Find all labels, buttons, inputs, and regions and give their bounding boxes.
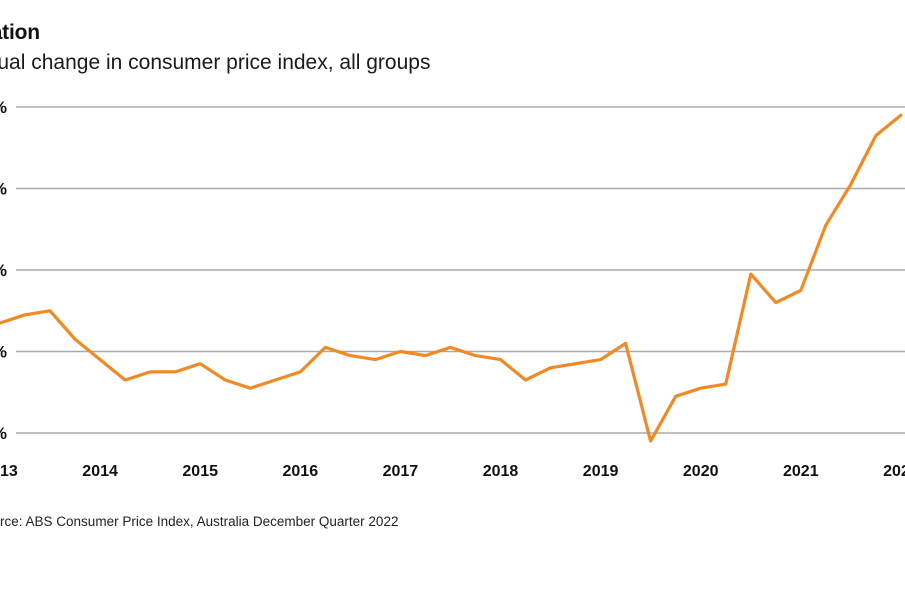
- x-axis-labels: 2013 2014 2015 2016 2017 2018 2019 2020 2021 2022: [0, 463, 905, 480]
- x-tick-label: 2015: [182, 463, 218, 480]
- data-point: [574, 362, 578, 366]
- chart-subtitle: Annual change in consumer price index, a…: [0, 51, 431, 74]
- y-tick-label: 2%: [0, 343, 7, 362]
- data-point: [674, 394, 678, 398]
- data-point: [423, 354, 427, 358]
- data-point: [824, 223, 828, 227]
- data-point: [398, 350, 402, 354]
- data-point: [23, 313, 27, 317]
- data-point: [298, 370, 302, 374]
- data-point: [624, 341, 628, 345]
- x-tick-label: 2016: [283, 463, 319, 480]
- data-point: [48, 309, 52, 313]
- data-point: [198, 362, 202, 366]
- data-point: [173, 370, 177, 374]
- data-point: [248, 386, 252, 390]
- data-point: [524, 378, 528, 382]
- data-point: [473, 354, 477, 358]
- data-point: [373, 358, 377, 362]
- y-tick-label: 8%: [0, 98, 7, 117]
- data-point: [223, 378, 227, 382]
- data-point: [73, 337, 77, 341]
- chart-source-note: Source: ABS Consumer Price Index, Austra…: [0, 514, 399, 529]
- data-point: [774, 301, 778, 305]
- data-point: [123, 378, 127, 382]
- x-tick-label: 2019: [583, 463, 619, 480]
- data-point: [799, 288, 803, 292]
- data-point: [749, 272, 753, 276]
- data-point: [148, 370, 152, 374]
- x-tick-label: 2017: [383, 463, 419, 480]
- data-point: [599, 358, 603, 362]
- x-tick-label: 2018: [483, 463, 519, 480]
- data-point: [273, 378, 277, 382]
- data-point: [724, 382, 728, 386]
- data-point: [323, 345, 327, 349]
- x-tick-label: 2022: [883, 463, 905, 480]
- x-tick-label: 2013: [0, 463, 18, 480]
- data-point: [649, 439, 653, 443]
- series-layer: [0, 113, 903, 443]
- x-tick-label: 2021: [783, 463, 819, 480]
- y-tick-label: 4%: [0, 261, 7, 280]
- x-tick-label: 2020: [683, 463, 719, 480]
- chart-title: Inflation: [0, 21, 40, 44]
- data-point: [348, 354, 352, 358]
- data-point: [448, 345, 452, 349]
- data-point: [874, 134, 878, 138]
- x-tick-label: 2014: [82, 463, 118, 480]
- grid-layer: [16, 106, 905, 434]
- data-point: [699, 386, 703, 390]
- series-line: [0, 113, 903, 443]
- data-point: [899, 113, 903, 117]
- data-point: [849, 182, 853, 186]
- data-point: [98, 358, 102, 362]
- data-point: [499, 358, 503, 362]
- y-tick-label: 0%: [0, 424, 7, 443]
- y-axis-labels: 0% 2% 4% 6% 8%: [0, 98, 7, 443]
- y-tick-label: 6%: [0, 180, 7, 199]
- data-point: [549, 366, 553, 370]
